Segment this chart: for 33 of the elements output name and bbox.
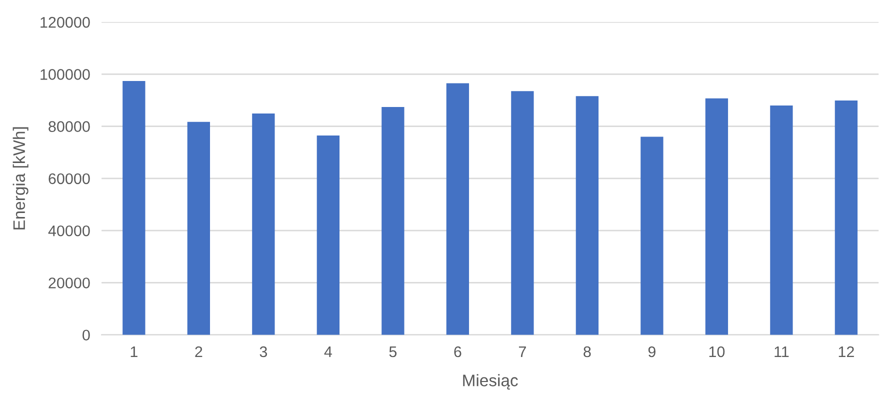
bar (187, 122, 210, 335)
x-tick-label: 5 (389, 346, 397, 358)
bar (382, 107, 404, 335)
x-tick-label: 1 (130, 346, 138, 358)
y-tick-label: 20000 (48, 278, 90, 288)
x-tick-label: 4 (324, 346, 332, 358)
bar (770, 105, 793, 335)
bar (252, 114, 275, 335)
bar (122, 80, 146, 335)
y-tick-label: 60000 (48, 173, 90, 184)
y-tick-label: 100000 (40, 69, 90, 80)
bar (640, 136, 664, 335)
bar (446, 83, 470, 335)
x-axis-title: Miesiąc (463, 374, 518, 390)
y-axis-title: Energia [kWh] (12, 127, 28, 230)
bar (705, 98, 728, 335)
x-tick-label: 12 (838, 346, 854, 358)
y-tick-label: 0 (82, 330, 90, 341)
bar (511, 91, 534, 335)
x-tick-label: 9 (648, 346, 656, 358)
x-tick-label: 7 (518, 346, 526, 358)
x-tick-label: 8 (584, 346, 591, 358)
x-tick-label: 6 (454, 346, 462, 358)
y-tick-label: 40000 (48, 225, 90, 236)
x-tick-label: 3 (260, 346, 268, 358)
x-tick-label: 10 (709, 346, 725, 358)
x-tick-label: 11 (774, 346, 789, 358)
bar (834, 100, 858, 335)
bar (316, 135, 340, 335)
y-tick-label: 120000 (40, 16, 90, 28)
y-tick-label: 80000 (48, 121, 90, 132)
x-tick-label: 2 (195, 346, 202, 358)
bar (576, 96, 599, 335)
